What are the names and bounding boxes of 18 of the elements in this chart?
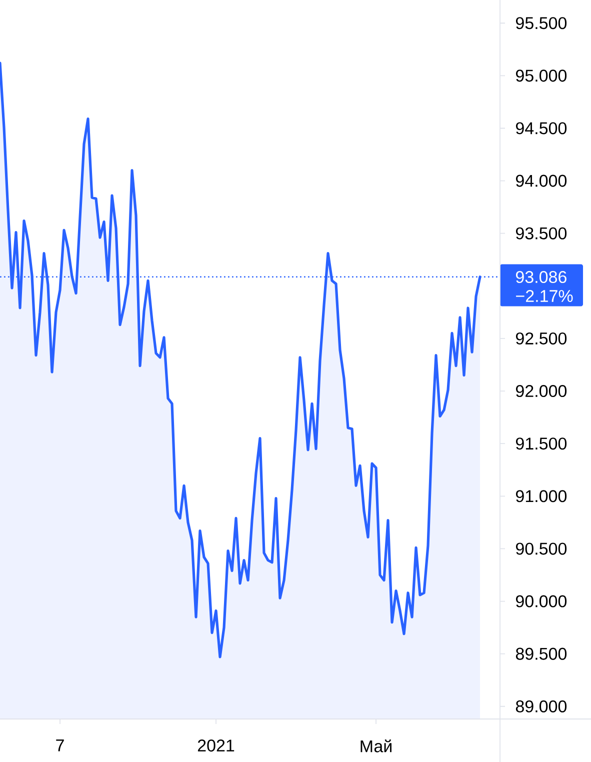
y-tick-label: 93.500 bbox=[516, 227, 567, 240]
y-tick-label: 89.000 bbox=[516, 700, 567, 712]
y-tick-label: 89.500 bbox=[516, 648, 567, 660]
x-tick-label: 2021 bbox=[198, 740, 234, 752]
ref-line-label: 93.086 bbox=[516, 271, 566, 284]
y-tick-label: 92.500 bbox=[516, 332, 567, 344]
y-tick-label: 95.000 bbox=[516, 70, 567, 82]
y-tick-label: 90.000 bbox=[516, 595, 567, 608]
y-tick-label: 90.500 bbox=[516, 542, 567, 555]
y-tick-label: 95.500 bbox=[516, 17, 567, 30]
y-tick-label: 94.500 bbox=[516, 122, 567, 134]
y-tick-label: 94.000 bbox=[516, 174, 567, 187]
y-tick-label: 92.000 bbox=[516, 385, 567, 398]
x-tick-label: 7 bbox=[56, 740, 64, 752]
text: −2.17% bbox=[516, 290, 573, 302]
y-tick-label: 91.500 bbox=[516, 438, 567, 450]
y-tick-label: 91.000 bbox=[516, 490, 567, 502]
x-tick-label: Май bbox=[360, 740, 392, 752]
